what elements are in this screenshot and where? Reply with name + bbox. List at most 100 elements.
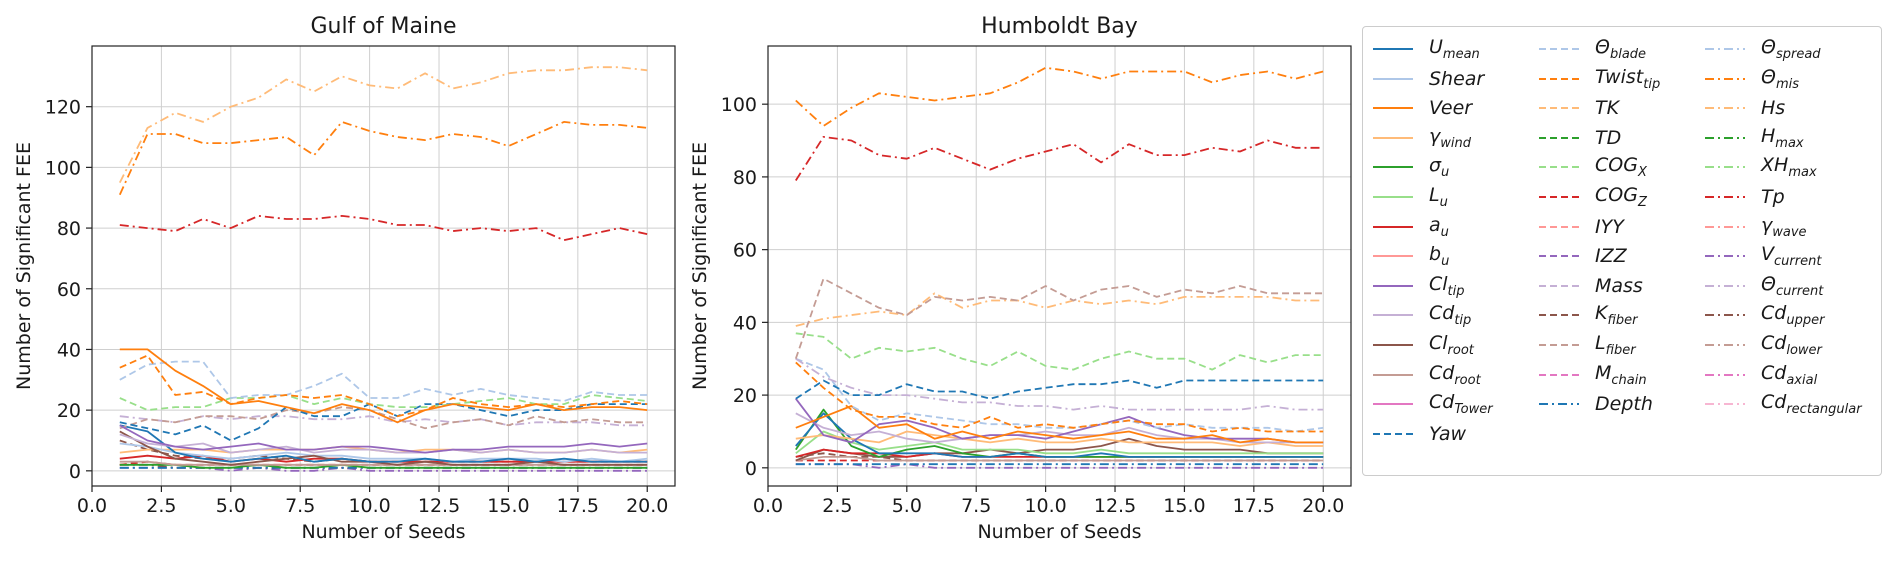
panel-humboldt-bay: 0.0 2.5 5.0 7.5 10.0 12.5 15.0 17.5 20.0 0 20 40 60 8…	[689, 14, 1352, 543]
legend-swatch	[1705, 373, 1745, 376]
series-line-Vcurrent	[119, 466, 648, 472]
series-line-Vcurrent	[795, 463, 1324, 469]
series-line-Cltip	[795, 398, 1324, 444]
series-line-Θmis	[795, 66, 1324, 127]
series-line-Lfiber	[119, 406, 648, 430]
chart-title: Gulf of Maine	[310, 14, 456, 39]
legend-label: Θspread	[1761, 36, 1821, 62]
legend-swatch	[1539, 314, 1579, 317]
legend-entry-Twisttip: Twisttip	[1539, 65, 1660, 93]
legend-entry-Hmax: Hmax	[1705, 124, 1804, 152]
series-line-Twisttip	[119, 354, 648, 418]
y-tick-label: 100	[45, 157, 81, 179]
legend-label: COGX	[1595, 154, 1647, 181]
legend-label: Tp	[1761, 186, 1785, 208]
x-tick-label: 2.5	[822, 495, 852, 517]
series-line-Θblade	[119, 360, 648, 402]
legend-label: Yaw	[1429, 422, 1467, 445]
legend-entry-COGX: COGX	[1539, 153, 1647, 181]
legend-entry-Lfiber: Lfiber	[1539, 331, 1636, 359]
legend-swatch	[1705, 403, 1745, 406]
legend-entry-Cdrectangular: Cdrectangular	[1705, 390, 1862, 418]
legend-swatch	[1373, 107, 1413, 110]
series-line-Twisttip	[795, 361, 1324, 433]
x-tick-label: 5.0	[892, 495, 922, 517]
legend-label: Twisttip	[1595, 65, 1661, 92]
series-line-Θmis	[118, 121, 648, 196]
legend-label: Kfiber	[1595, 302, 1638, 329]
legend-swatch	[1705, 344, 1745, 346]
x-tick-label: 15.0	[487, 495, 529, 517]
legend-swatch	[1705, 284, 1745, 287]
x-axis-label: Number of Seeds	[977, 521, 1141, 543]
legend-swatch	[1705, 107, 1745, 110]
legend-swatch	[1373, 136, 1413, 139]
legend-swatch	[1705, 77, 1745, 80]
x-tick-label: 17.5	[557, 495, 599, 517]
series-line-Cdroot	[795, 455, 1324, 462]
legend-entry-Cdupper: Cdupper	[1705, 301, 1824, 329]
series-line-Lfiber	[794, 277, 1324, 359]
legend-label: IYY	[1595, 215, 1624, 238]
x-tick-label: 7.5	[285, 495, 315, 517]
legend-swatch	[1539, 107, 1579, 110]
legend-swatch	[1373, 373, 1413, 376]
legend-entry-Θblade: Θblade	[1539, 35, 1646, 63]
legend-label: Lu	[1429, 184, 1448, 210]
legend-swatch	[1373, 403, 1413, 406]
legend-entry-Θspread: Θspread	[1705, 35, 1821, 63]
legend-entry-Cdroot: Cdroot	[1373, 361, 1481, 389]
legend-entry-bu: bu	[1373, 242, 1449, 270]
legend-entry-σu: σu	[1373, 153, 1449, 181]
legend-label: Cdlower	[1761, 332, 1822, 358]
legend-entry-CdTower: CdTower	[1373, 390, 1493, 418]
series-line-Veer	[795, 405, 1324, 444]
legend-label: Hs	[1761, 97, 1786, 120]
legend-entry-Veer: Veer	[1373, 94, 1472, 122]
legend-swatch	[1705, 48, 1745, 50]
x-tick-label: 12.5	[418, 495, 460, 517]
series-line-Umean	[119, 424, 648, 463]
legend-entry-Yaw: Yaw	[1373, 420, 1466, 448]
x-tick-label: 10.0	[1024, 495, 1066, 517]
series-group	[794, 66, 1324, 469]
legend: Umean Shear Veer γwind σu Lu au bu Cltip Cdtip Clr…	[1362, 26, 1882, 476]
axes-frame	[767, 45, 1352, 487]
legend-entry-Hs: Hs	[1705, 94, 1785, 122]
legend-entry-Clroot: Clroot	[1373, 331, 1474, 359]
series-line-Cltip	[119, 424, 648, 454]
series-line-Tp	[795, 135, 1324, 181]
y-tick-label: 40	[57, 339, 81, 361]
legend-label: Cdroot	[1429, 361, 1481, 388]
series-line-Hs	[118, 66, 648, 184]
legend-swatch	[1539, 77, 1579, 80]
legend-swatch	[1705, 166, 1745, 169]
legend-label: Hmax	[1761, 124, 1804, 151]
legend-entry-Tp: Tp	[1705, 183, 1785, 211]
y-tick-label: 120	[45, 97, 81, 119]
x-tick-label: 20.0	[1302, 495, 1344, 517]
x-tick-label: 2.5	[146, 495, 176, 517]
legend-swatch	[1373, 284, 1413, 287]
y-axis-label: Number of Significant FEE	[13, 142, 35, 390]
legend-swatch	[1539, 344, 1579, 346]
legend-entry-γwind: γwind	[1373, 124, 1471, 152]
y-tick-label: 40	[733, 312, 757, 334]
legend-entry-Umean: Umean	[1373, 35, 1480, 63]
legend-entry-Cdtip: Cdtip	[1373, 301, 1471, 329]
series-line-Umean	[795, 412, 1324, 458]
x-tick-label: 7.5	[961, 495, 991, 517]
x-tick-label: 5.0	[216, 495, 246, 517]
legend-swatch	[1539, 225, 1579, 228]
series-line-Lu	[795, 430, 1324, 455]
legend-label: Cdtip	[1429, 302, 1472, 329]
y-tick-label: 0	[745, 458, 757, 480]
legend-label: γwind	[1429, 124, 1471, 151]
series-line-Tp	[119, 214, 648, 242]
panel-gulf-of-maine: 0.0 2.5 5.0 7.5 10.0 12.5 15.0 17.5 20.0 0 20 40 60 8…	[13, 14, 676, 543]
legend-label: Mass	[1595, 274, 1643, 297]
legend-entry-Cdlower: Cdlower	[1705, 331, 1822, 359]
legend-swatch	[1539, 373, 1579, 376]
legend-label: Θmis	[1761, 65, 1800, 92]
